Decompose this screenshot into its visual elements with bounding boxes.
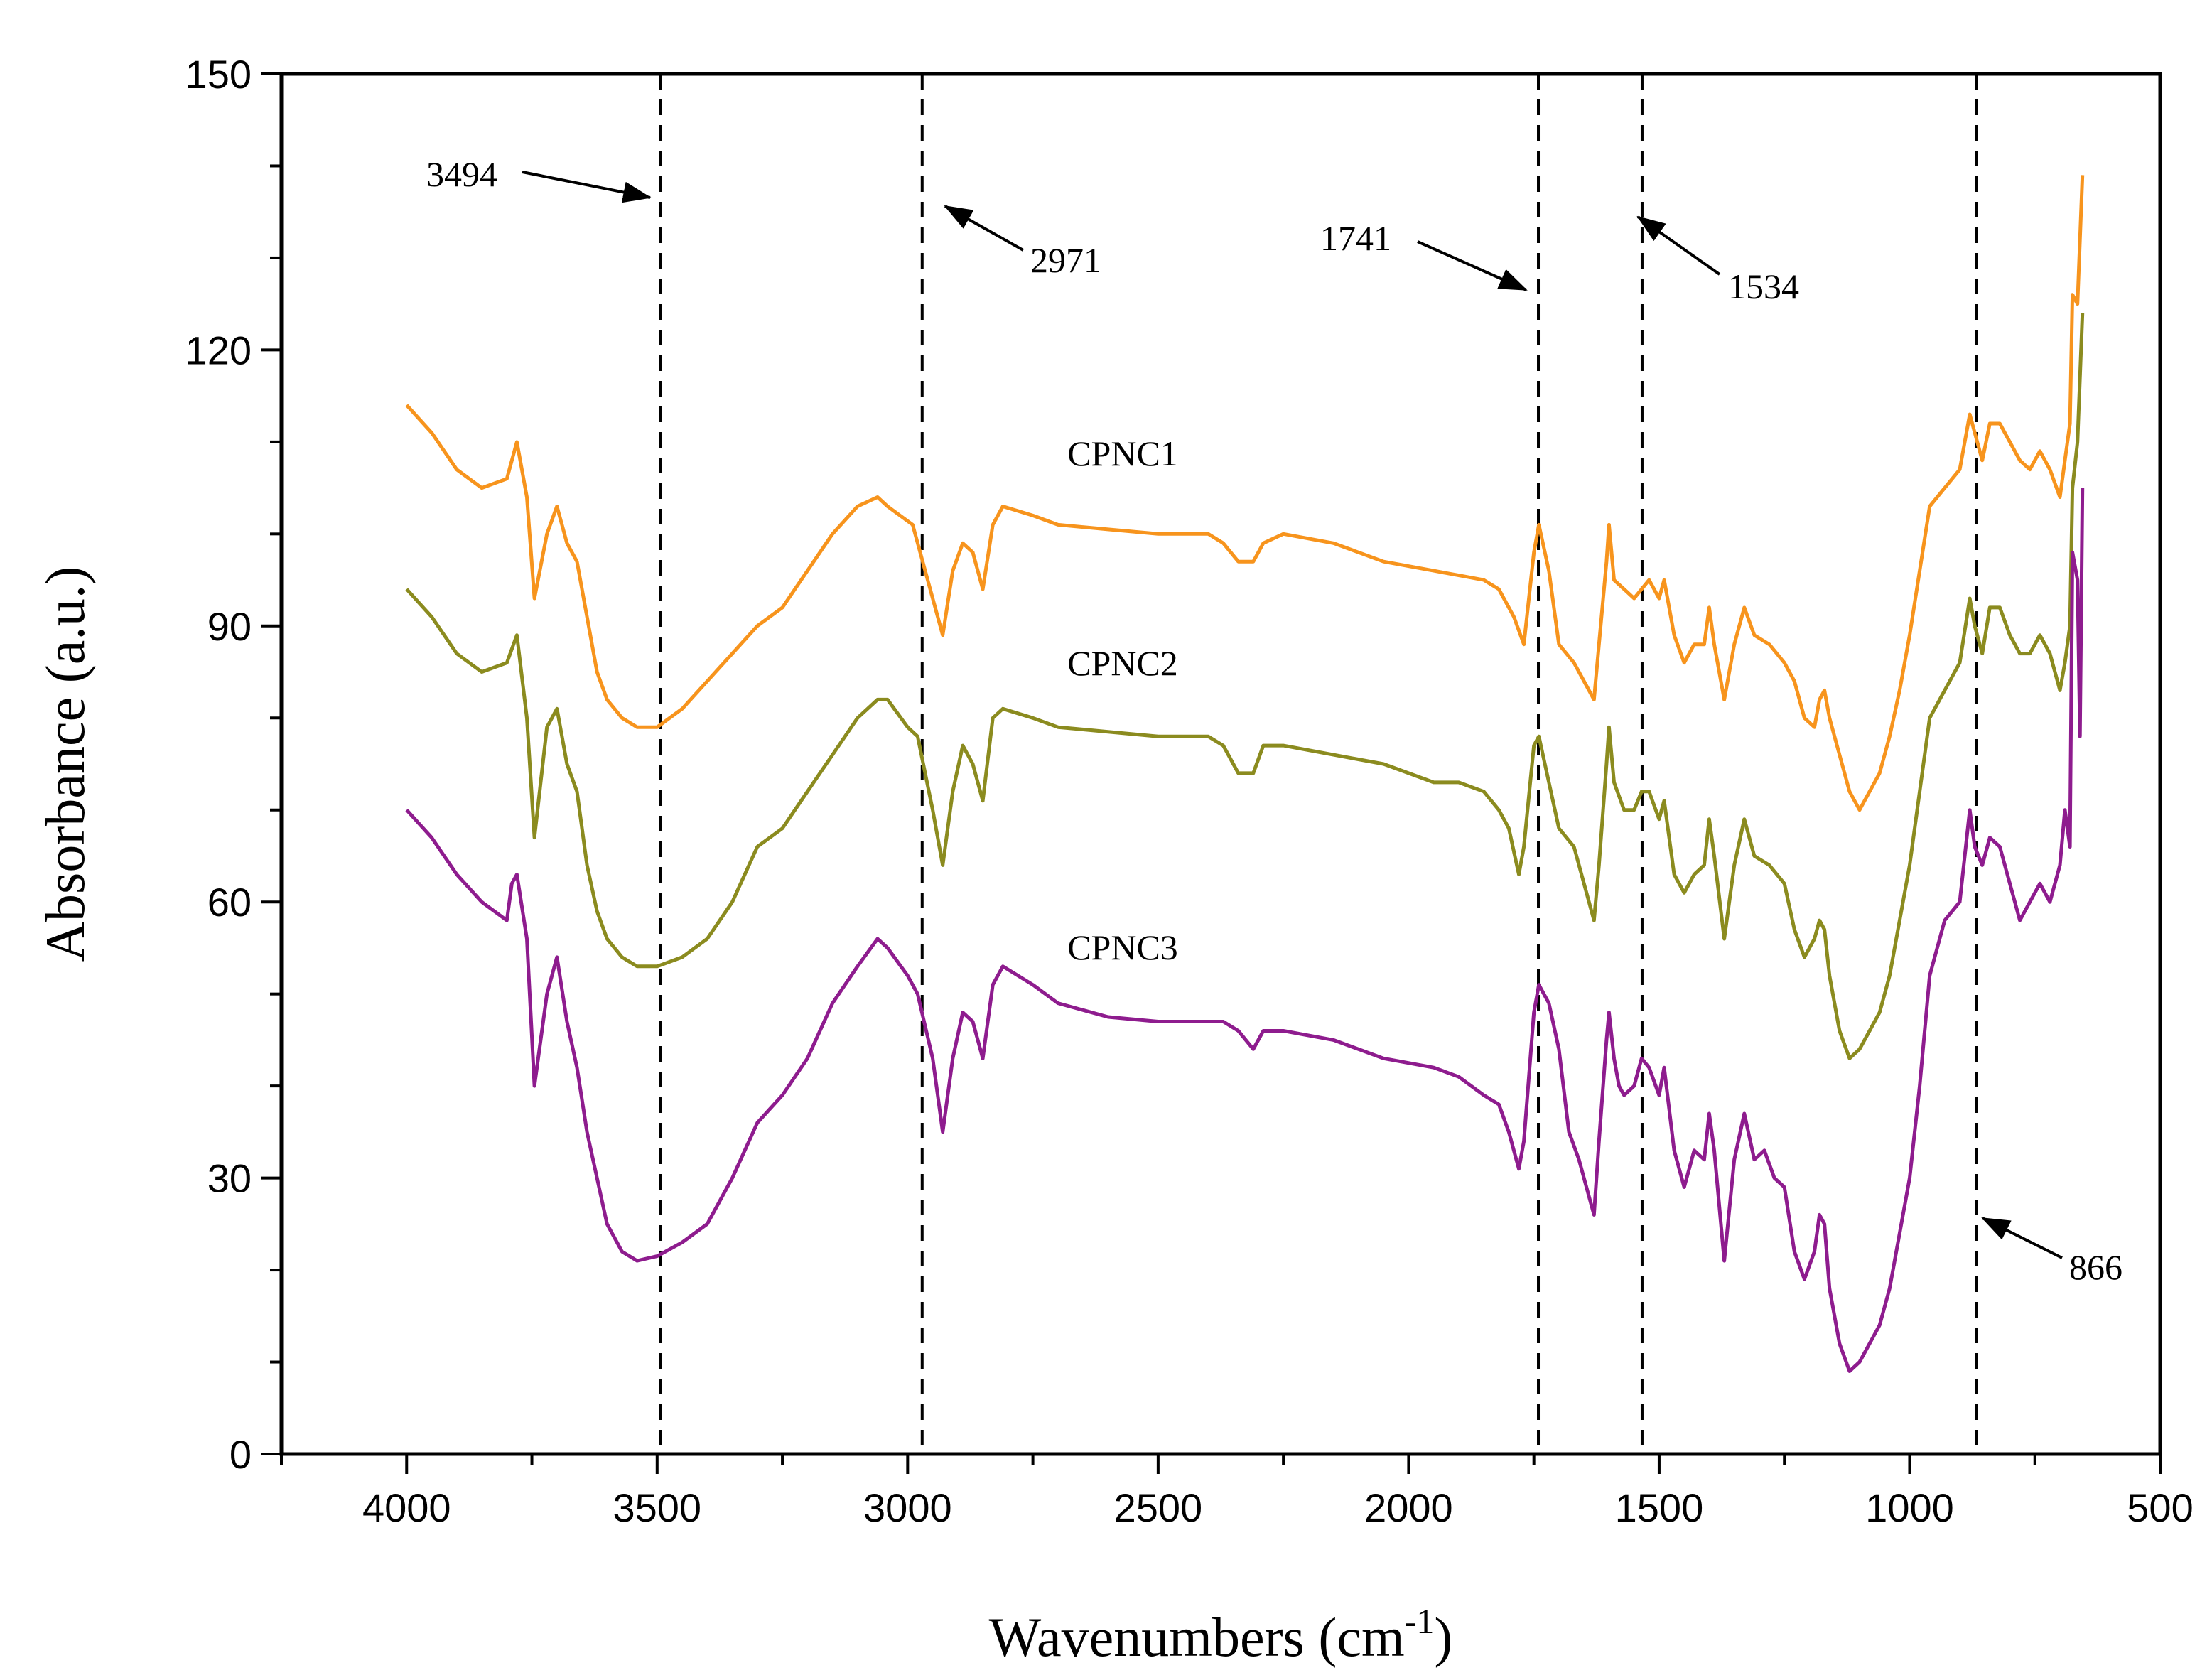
x-axis-title: Wavenumbers (cm-1) bbox=[989, 1601, 1453, 1668]
annotation-label-1534: 1534 bbox=[1728, 266, 1799, 306]
series-label-cpnc1: CPNC1 bbox=[1067, 434, 1178, 473]
y-axis: 0 30 60 90 120 150 bbox=[185, 52, 281, 1477]
x-tick-label: 2000 bbox=[1364, 1485, 1453, 1530]
series-label-cpnc3: CPNC3 bbox=[1067, 927, 1178, 967]
series-label-cpnc2: CPNC2 bbox=[1067, 643, 1178, 683]
y-tick-label: 120 bbox=[185, 328, 252, 372]
series-line-cpnc2 bbox=[405, 313, 2085, 1060]
x-tick-label: 4000 bbox=[362, 1485, 451, 1530]
annotation-arrow-1534 bbox=[1636, 215, 1721, 276]
x-tick-label: 2500 bbox=[1114, 1485, 1203, 1530]
x-tick-label: 3500 bbox=[613, 1485, 702, 1530]
annotation-arrow-2971 bbox=[944, 205, 1024, 252]
y-tick-label: 60 bbox=[207, 880, 252, 925]
x-tick-label: 1500 bbox=[1615, 1485, 1704, 1530]
y-tick-label: 0 bbox=[230, 1432, 252, 1477]
series-line-cpnc3 bbox=[405, 488, 2085, 1373]
plot-frame bbox=[279, 72, 2162, 1456]
x-axis: 4000 3500 3000 2500 2000 1500 1000 500 bbox=[280, 1454, 2194, 1530]
y-tick-label: 30 bbox=[207, 1156, 252, 1201]
annotation-label-866: 866 bbox=[2069, 1247, 2122, 1287]
spectra-series: CPNC1 CPNC2 CPNC3 bbox=[405, 175, 2085, 1373]
annotation-label-1741: 1741 bbox=[1320, 218, 1391, 258]
series-line-cpnc1 bbox=[405, 175, 2085, 812]
y-tick-label: 90 bbox=[207, 604, 252, 649]
annotation-arrow-1741 bbox=[1417, 240, 1528, 291]
annotation-arrow-3494 bbox=[522, 171, 652, 203]
peak-annotations: 3494 2971 1741 1534 866 bbox=[426, 154, 2122, 1287]
annotation-arrow-866 bbox=[1981, 1217, 2063, 1259]
y-axis-title: Absorbance (a.u.) bbox=[34, 566, 96, 962]
annotation-label-3494: 3494 bbox=[426, 154, 497, 194]
y-tick-label: 150 bbox=[185, 52, 252, 97]
x-tick-label: 3000 bbox=[863, 1485, 952, 1530]
annotation-label-2971: 2971 bbox=[1030, 240, 1101, 280]
x-tick-label: 1000 bbox=[1865, 1485, 1954, 1530]
x-tick-label: 500 bbox=[2127, 1485, 2193, 1530]
